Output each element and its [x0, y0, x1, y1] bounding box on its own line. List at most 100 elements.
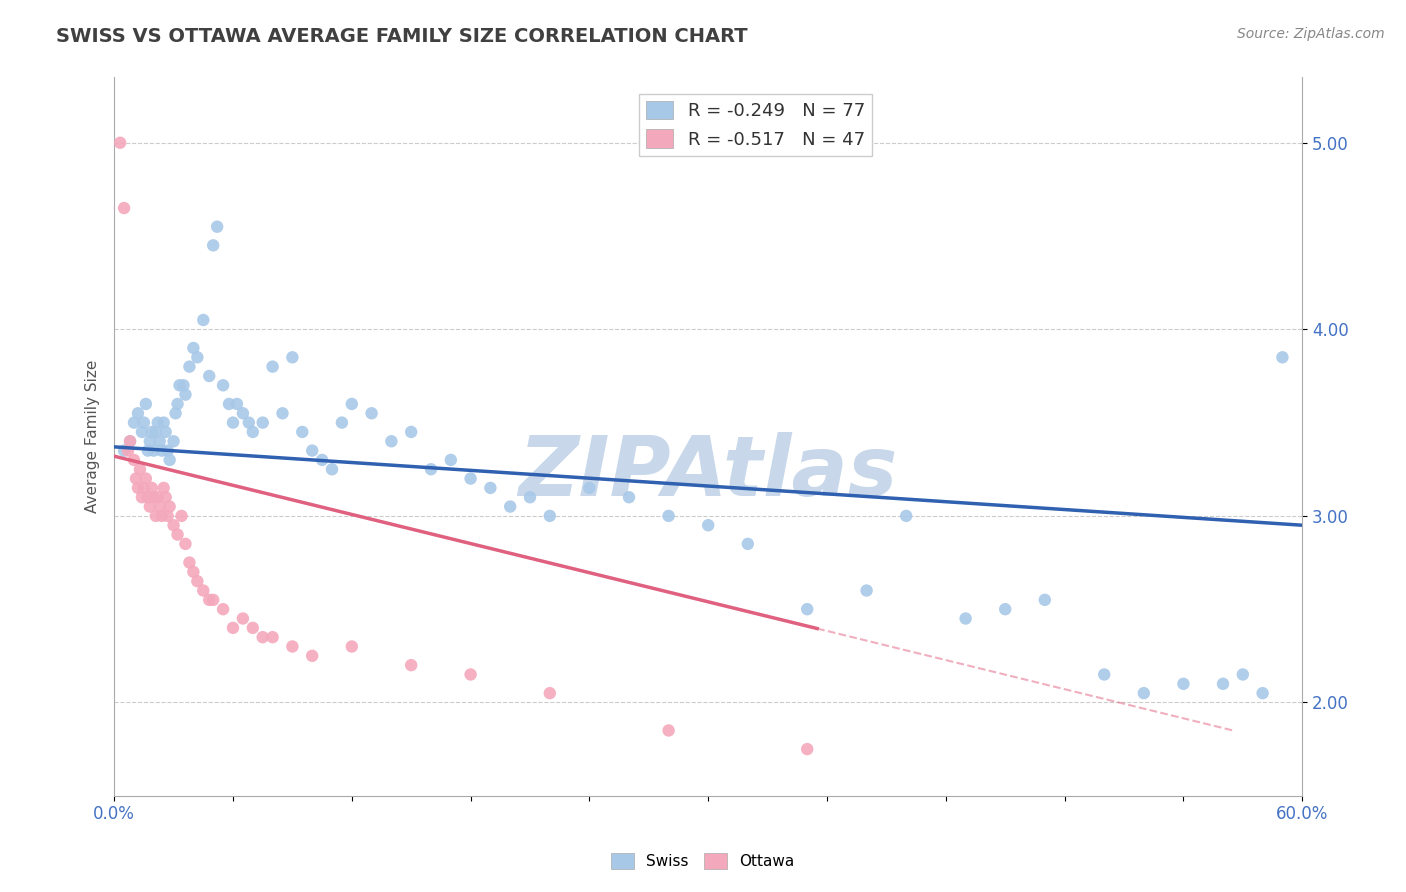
Point [271, 406, 294, 420]
Point [538, 508, 561, 523]
Point [132, 481, 155, 495]
Point [242, 621, 264, 635]
Point [796, 742, 818, 756]
Point [135, 472, 157, 486]
Point [127, 481, 149, 495]
Point [159, 453, 181, 467]
Point [252, 630, 274, 644]
Point [737, 537, 759, 551]
Point [142, 490, 165, 504]
Legend: R = -0.249   N = 77, R = -0.517   N = 47: R = -0.249 N = 77, R = -0.517 N = 47 [640, 94, 872, 156]
Point [174, 387, 197, 401]
Point [212, 602, 235, 616]
Text: SWISS VS OTTAWA AVERAGE FAMILY SIZE CORRELATION CHART: SWISS VS OTTAWA AVERAGE FAMILY SIZE CORR… [56, 27, 748, 45]
Point [186, 574, 208, 589]
Point [1092, 667, 1115, 681]
Point [226, 397, 249, 411]
Point [136, 443, 159, 458]
Point [202, 592, 225, 607]
Point [519, 490, 541, 504]
Point [994, 602, 1017, 616]
Point [186, 351, 208, 365]
Point [132, 416, 155, 430]
Point [896, 508, 918, 523]
Point [238, 416, 260, 430]
Text: Source: ZipAtlas.com: Source: ZipAtlas.com [1237, 27, 1385, 41]
Point [232, 406, 254, 420]
Point [112, 443, 135, 458]
Point [262, 359, 284, 374]
Point [131, 490, 153, 504]
Point [1133, 686, 1156, 700]
Point [252, 416, 274, 430]
Point [1173, 677, 1195, 691]
Point [1212, 677, 1234, 691]
Point [139, 434, 162, 449]
Point [162, 434, 184, 449]
Point [440, 453, 463, 467]
Point [152, 481, 174, 495]
Point [499, 500, 522, 514]
Point [165, 406, 187, 420]
Point [198, 368, 221, 383]
Point [162, 518, 184, 533]
Point [360, 406, 382, 420]
Point [420, 462, 443, 476]
Point [212, 378, 235, 392]
Point [169, 378, 191, 392]
Point [222, 416, 245, 430]
Point [108, 136, 131, 150]
Point [796, 602, 818, 616]
Point [658, 723, 681, 738]
Point [166, 397, 188, 411]
Point [118, 434, 141, 449]
Point [166, 527, 188, 541]
Point [855, 583, 877, 598]
Point [146, 490, 169, 504]
Legend: Swiss, Ottawa: Swiss, Ottawa [605, 847, 801, 875]
Point [301, 648, 323, 663]
Point [281, 640, 304, 654]
Point [460, 472, 482, 486]
Point [170, 508, 193, 523]
Point [183, 341, 205, 355]
Point [399, 425, 422, 439]
Point [145, 508, 167, 523]
Point [222, 621, 245, 635]
Point [1271, 351, 1294, 365]
Point [697, 518, 720, 533]
Point [578, 481, 600, 495]
Point [193, 313, 215, 327]
Point [146, 416, 169, 430]
Point [174, 537, 197, 551]
Point [129, 462, 152, 476]
Point [617, 490, 640, 504]
Point [152, 416, 174, 430]
Point [142, 443, 165, 458]
Point [179, 556, 201, 570]
Point [117, 443, 139, 458]
Point [127, 406, 149, 420]
Point [479, 481, 502, 495]
Point [281, 351, 304, 365]
Point [205, 219, 228, 234]
Point [658, 508, 681, 523]
Point [399, 658, 422, 673]
Point [955, 611, 977, 625]
Point [155, 425, 177, 439]
Point [135, 397, 157, 411]
Point [232, 611, 254, 625]
Point [311, 453, 333, 467]
Point [136, 490, 159, 504]
Point [1033, 592, 1056, 607]
Point [291, 425, 314, 439]
Point [118, 434, 141, 449]
Point [122, 416, 145, 430]
Point [193, 583, 215, 598]
Point [155, 490, 177, 504]
Point [340, 640, 363, 654]
Point [112, 201, 135, 215]
Point [173, 378, 195, 392]
Point [122, 453, 145, 467]
Point [150, 508, 173, 523]
